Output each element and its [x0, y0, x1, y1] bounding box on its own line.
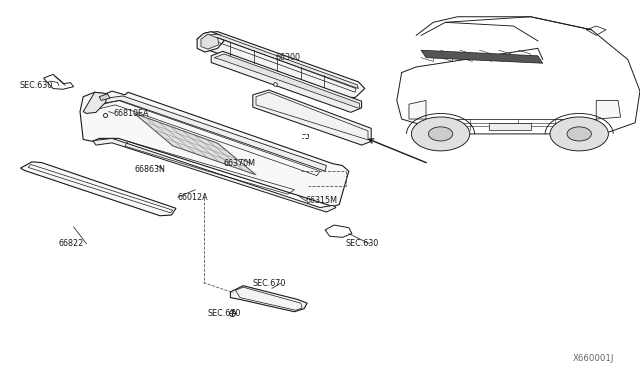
Circle shape — [567, 127, 591, 141]
Text: SEC.670: SEC.670 — [208, 309, 241, 318]
Circle shape — [428, 127, 452, 141]
Text: 66300: 66300 — [275, 53, 300, 62]
Polygon shape — [206, 34, 358, 89]
Polygon shape — [214, 54, 360, 109]
Text: 66315M: 66315M — [306, 196, 338, 205]
Polygon shape — [93, 138, 336, 212]
Text: SEC.670: SEC.670 — [253, 279, 286, 288]
Polygon shape — [20, 162, 176, 216]
Polygon shape — [596, 100, 621, 119]
Polygon shape — [489, 123, 531, 130]
Polygon shape — [421, 50, 543, 63]
Polygon shape — [409, 100, 426, 119]
Polygon shape — [253, 90, 371, 145]
Text: 66822: 66822 — [59, 239, 84, 248]
Polygon shape — [102, 96, 326, 171]
Polygon shape — [99, 94, 110, 100]
Circle shape — [550, 117, 609, 151]
Polygon shape — [83, 92, 108, 113]
Polygon shape — [134, 113, 256, 175]
Text: SEC.630: SEC.630 — [19, 81, 52, 90]
Text: SEC.630: SEC.630 — [346, 239, 379, 248]
Polygon shape — [80, 91, 349, 206]
Polygon shape — [197, 32, 224, 52]
Text: 66012A: 66012A — [178, 193, 209, 202]
Polygon shape — [201, 34, 219, 49]
Polygon shape — [230, 286, 307, 312]
Polygon shape — [197, 32, 365, 97]
Text: 66863N: 66863N — [134, 165, 165, 174]
Text: 66810EA: 66810EA — [114, 109, 149, 118]
Text: 66370M: 66370M — [224, 159, 256, 168]
Circle shape — [412, 117, 470, 151]
Polygon shape — [211, 51, 362, 112]
Text: X660001J: X660001J — [573, 354, 614, 363]
